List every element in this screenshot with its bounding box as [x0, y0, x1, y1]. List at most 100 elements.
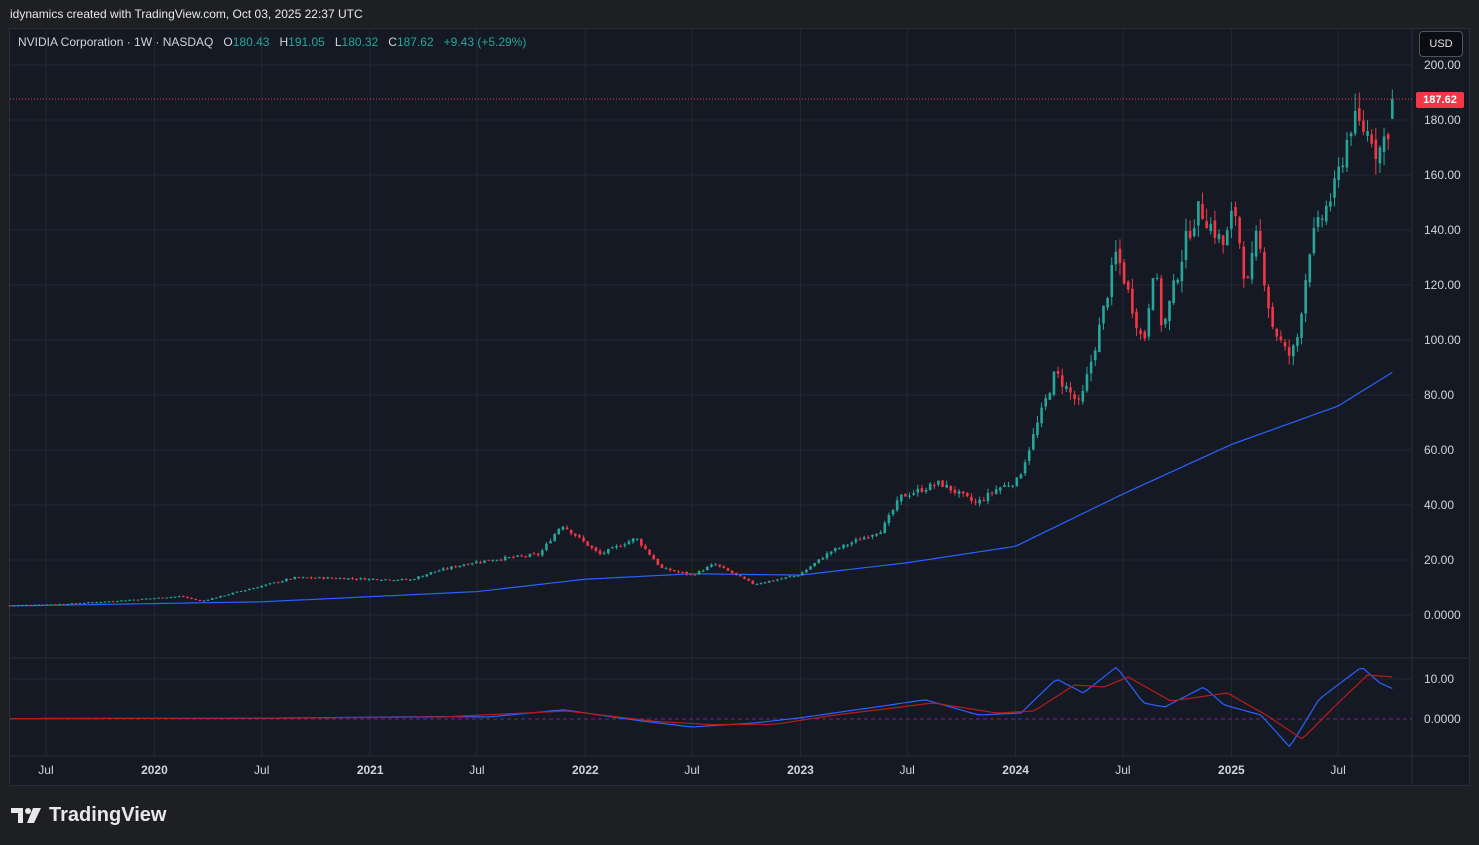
candle-up	[701, 570, 705, 572]
candle-up	[1291, 345, 1295, 357]
high-label: H	[279, 35, 289, 49]
candle-down	[1135, 311, 1138, 329]
candle-down	[743, 576, 746, 579]
chart-grid	[10, 28, 1412, 756]
candle-up	[1366, 131, 1369, 136]
candle-down	[652, 555, 656, 560]
candle-up	[1304, 280, 1307, 314]
candle-down	[590, 545, 594, 548]
candle-up	[1040, 407, 1043, 424]
candle-up	[396, 579, 400, 581]
candle-up	[37, 604, 41, 606]
price-tick-label: 200.00	[1424, 58, 1461, 72]
candle-down	[309, 577, 313, 579]
candle-down	[194, 599, 197, 601]
candle-up	[49, 604, 53, 606]
candle-down	[363, 578, 367, 580]
candle-up	[1197, 201, 1200, 226]
candle-down	[1362, 120, 1365, 132]
candle-up	[1180, 261, 1184, 282]
candle-down	[54, 604, 57, 606]
candle-down	[673, 570, 676, 572]
candle-down	[718, 564, 722, 567]
candle-down	[974, 501, 977, 503]
candle-up	[895, 500, 899, 511]
candle-up	[986, 492, 990, 501]
candle-down	[569, 529, 573, 534]
candle-up	[999, 487, 1002, 491]
candle-up	[82, 602, 86, 604]
candle-up	[458, 565, 462, 568]
candle-down	[953, 489, 957, 494]
tradingview-brand[interactable]: TradingView	[11, 802, 166, 828]
candle-up	[561, 526, 565, 530]
candle-down	[920, 488, 924, 492]
candle-up	[1085, 374, 1089, 391]
candle-up	[206, 599, 210, 601]
candle-down	[1242, 246, 1246, 279]
candle-down	[681, 571, 684, 573]
candle-down	[1221, 235, 1225, 245]
candle-up	[1312, 227, 1316, 254]
candle-up	[1098, 324, 1101, 353]
candle-up	[706, 566, 709, 571]
moving-average-line	[10, 371, 1393, 607]
candle-down	[334, 578, 338, 580]
change-value: +9.43 (+5.29%)	[443, 35, 527, 49]
candle-up	[157, 597, 160, 599]
candle-up	[854, 539, 858, 543]
candle-up	[1349, 133, 1353, 137]
candle-down	[136, 599, 140, 601]
candle-down	[949, 485, 953, 491]
candle-up	[301, 577, 305, 579]
candle-up	[813, 562, 816, 567]
candle-down	[499, 559, 503, 561]
candle-up	[763, 582, 767, 584]
currency-button[interactable]: USD	[1419, 31, 1463, 57]
candle-down	[644, 545, 647, 550]
candle-down	[747, 578, 750, 581]
candle-up	[318, 577, 321, 579]
candle-up	[817, 559, 821, 563]
candle-down	[582, 537, 585, 542]
candle-down	[1188, 231, 1192, 239]
symbol-legend[interactable]: NVIDIA Corporation · 1W · NASDAQ O180.43…	[18, 35, 526, 49]
candle-up	[45, 604, 49, 606]
candle-up	[103, 601, 107, 603]
candle-up	[219, 595, 222, 598]
candle-up	[462, 564, 466, 567]
candle-down	[1279, 336, 1283, 341]
candle-down	[941, 480, 944, 487]
candle-up	[875, 533, 878, 536]
candle-up	[1044, 398, 1048, 407]
candle-down	[722, 566, 726, 568]
candle-up	[1209, 223, 1213, 231]
brand-name: TradingView	[49, 803, 167, 826]
candle-up	[165, 597, 169, 599]
candle-up	[714, 564, 717, 566]
candle-down	[966, 492, 969, 497]
candle-up	[1164, 318, 1167, 325]
candle-up	[1093, 350, 1097, 361]
candle-up	[697, 570, 701, 575]
candle-down	[1213, 220, 1217, 238]
candle-down	[1234, 207, 1237, 217]
candle-up	[371, 578, 375, 580]
candle-up	[384, 579, 387, 581]
candle-down	[1126, 281, 1130, 290]
price-tick-label: 180.00	[1424, 113, 1461, 127]
candle-up	[140, 598, 144, 600]
candle-down	[1122, 262, 1126, 284]
candle-down	[565, 527, 569, 530]
candle-down	[1258, 230, 1262, 249]
candle-down	[693, 574, 697, 576]
candle-down	[739, 575, 742, 577]
candle-up	[891, 509, 895, 515]
candle-up	[899, 494, 903, 502]
price-tick-label: 120.00	[1424, 278, 1461, 292]
candle-up	[235, 591, 239, 593]
candle-up	[169, 597, 173, 599]
candle-up	[1015, 477, 1019, 487]
candle-up	[1378, 147, 1382, 164]
